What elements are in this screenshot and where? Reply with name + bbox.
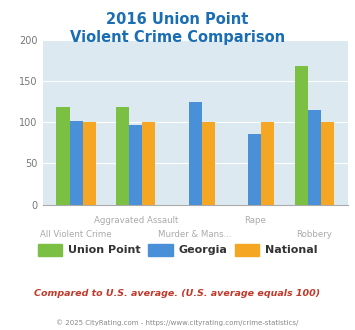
Text: © 2025 CityRating.com - https://www.cityrating.com/crime-statistics/: © 2025 CityRating.com - https://www.city… [56, 319, 299, 326]
Bar [202, 122, 215, 205]
Text: Violent Crime Comparison: Violent Crime Comparison [70, 30, 285, 45]
Text: Murder & Mans...: Murder & Mans... [158, 230, 232, 239]
Bar [70, 121, 83, 205]
Bar [56, 107, 70, 205]
Text: Robbery: Robbery [296, 230, 332, 239]
Bar [308, 110, 321, 205]
Text: Compared to U.S. average. (U.S. average equals 100): Compared to U.S. average. (U.S. average … [34, 289, 321, 298]
Bar [321, 122, 334, 205]
Text: All Violent Crime: All Violent Crime [40, 230, 112, 239]
Bar [295, 66, 308, 205]
Bar [116, 107, 129, 205]
Legend: Union Point, Georgia, National: Union Point, Georgia, National [33, 239, 322, 260]
Bar [248, 135, 261, 205]
Bar [261, 122, 274, 205]
Bar [189, 102, 202, 205]
Bar [129, 125, 142, 205]
Bar [83, 122, 96, 205]
Text: 2016 Union Point: 2016 Union Point [106, 12, 249, 26]
Bar [142, 122, 155, 205]
Text: Aggravated Assault: Aggravated Assault [93, 216, 178, 225]
Text: Rape: Rape [244, 216, 266, 225]
